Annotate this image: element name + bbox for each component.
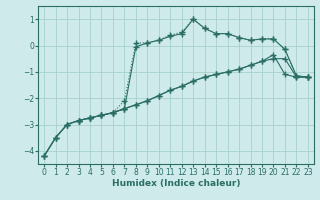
X-axis label: Humidex (Indice chaleur): Humidex (Indice chaleur) (112, 179, 240, 188)
